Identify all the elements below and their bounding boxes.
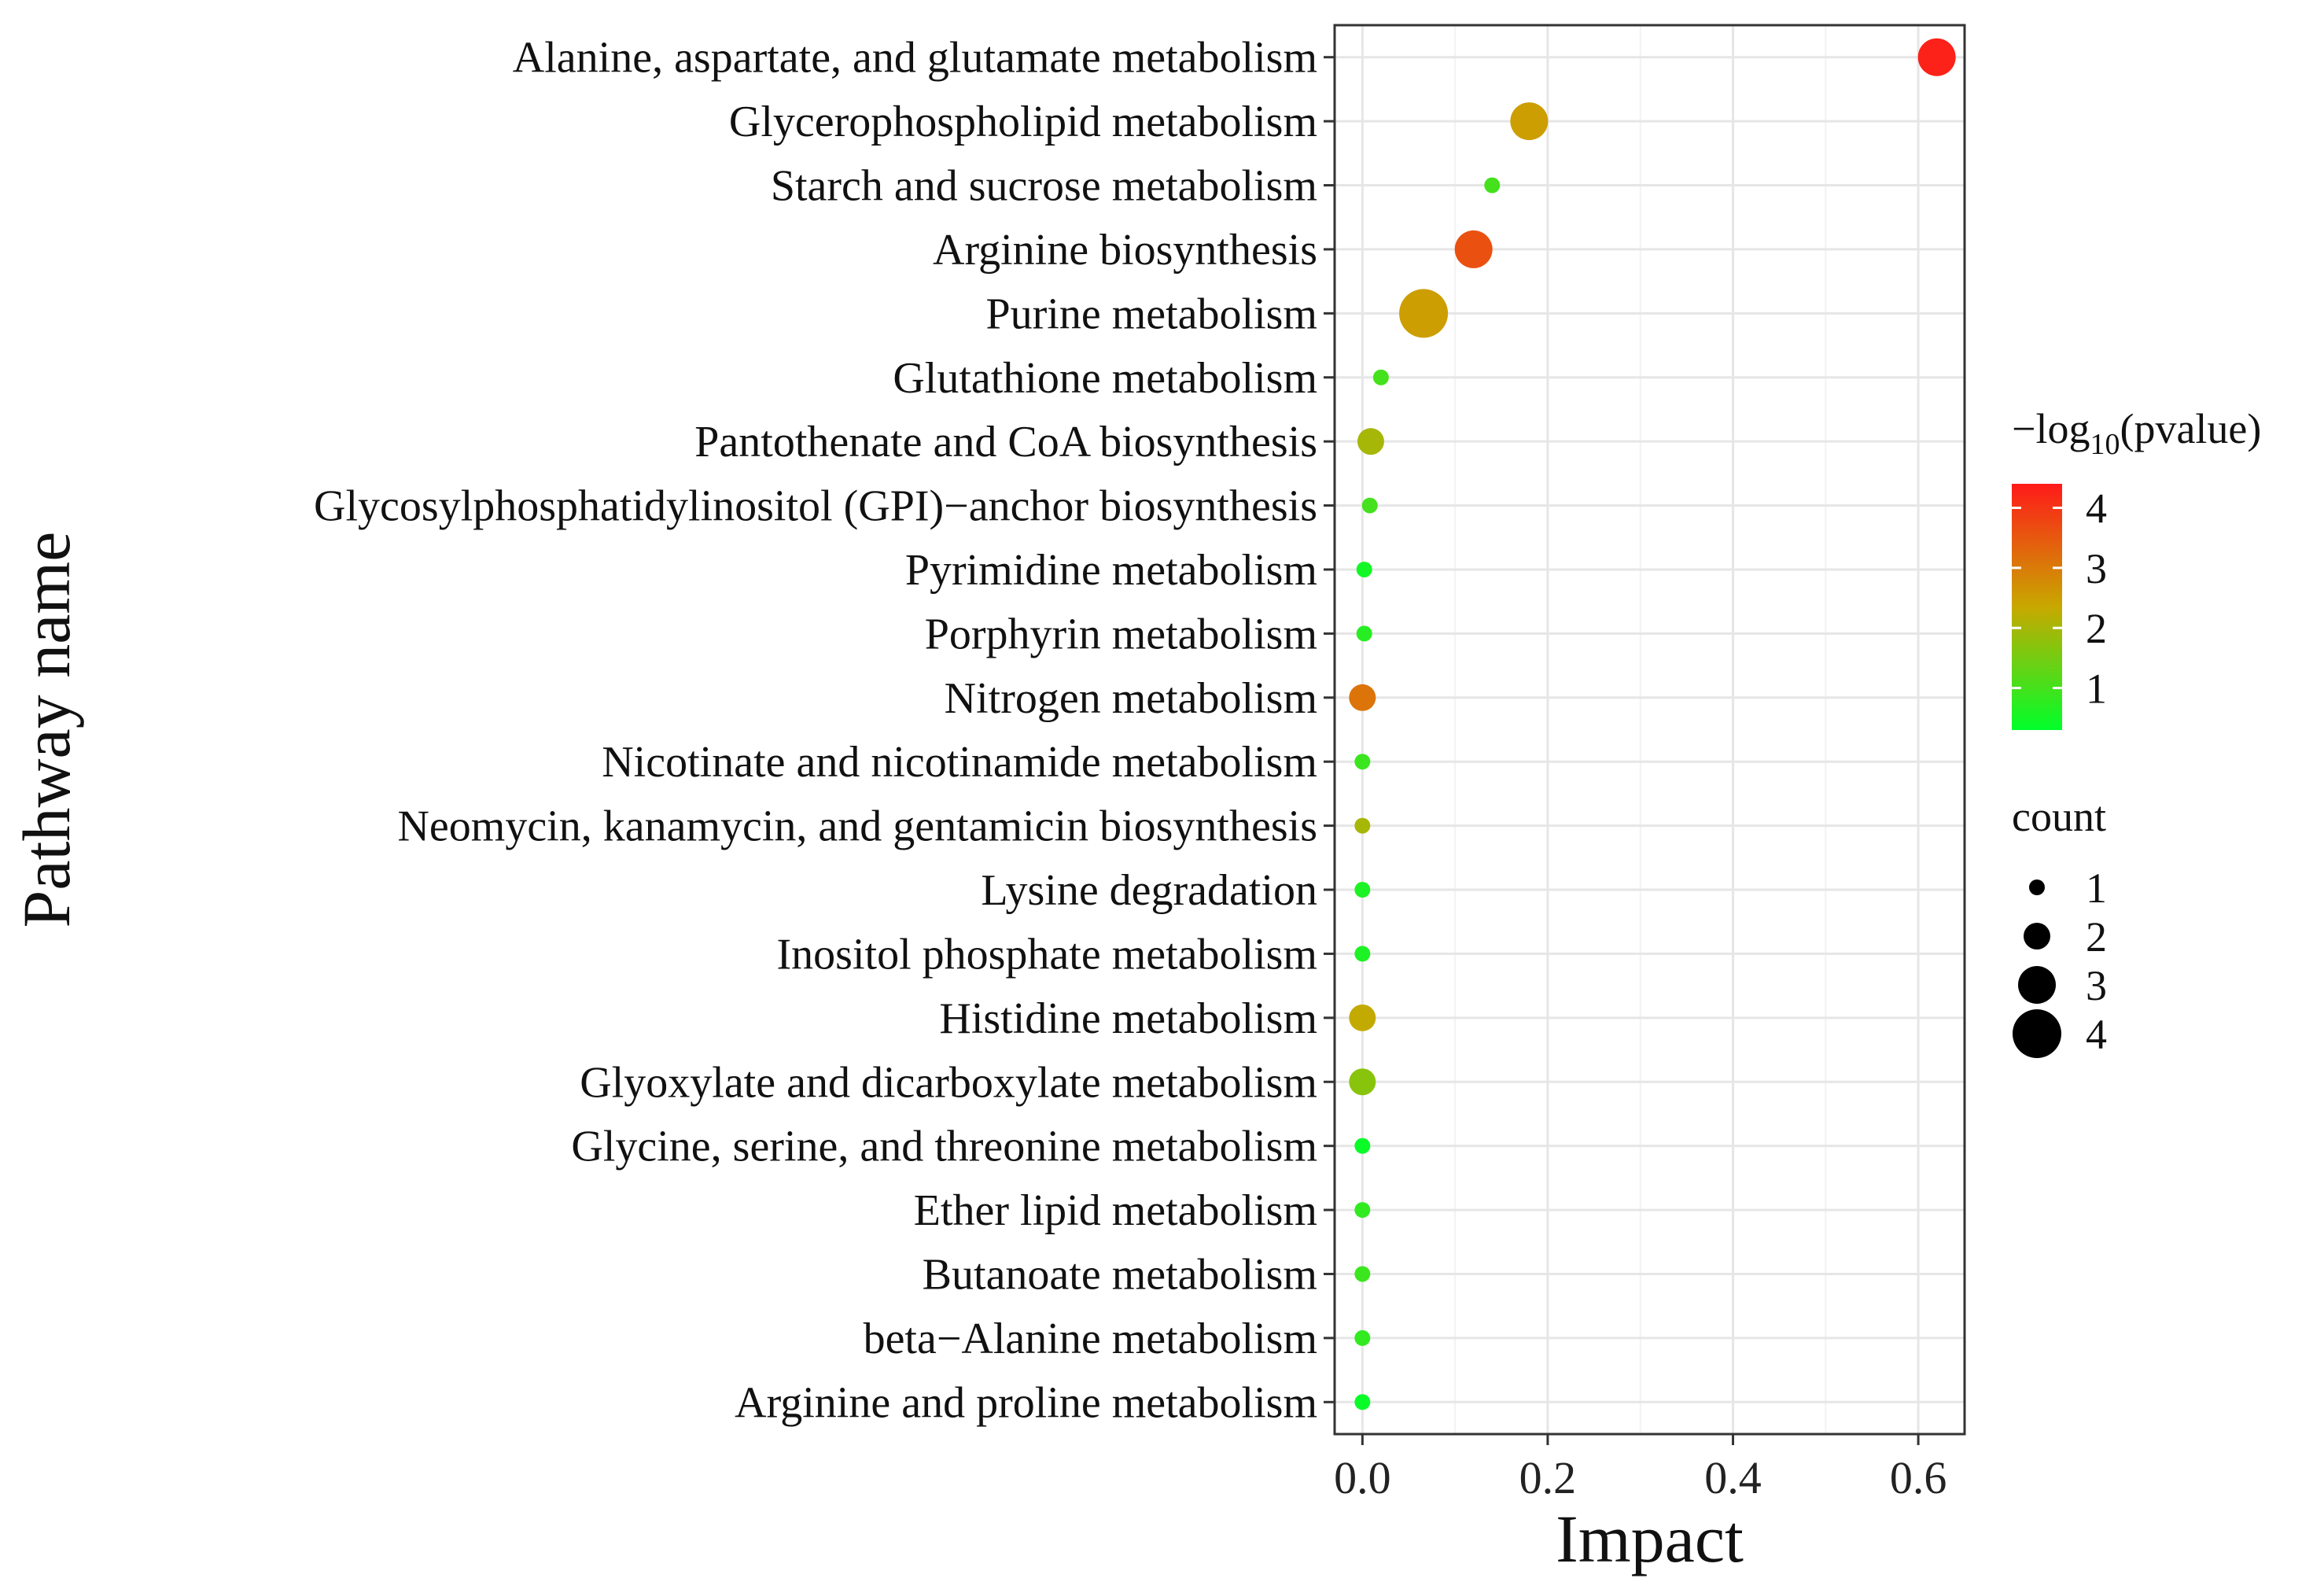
- size-legend-marker: [2029, 879, 2045, 895]
- size-legend-label: 2: [2086, 913, 2107, 961]
- data-point: [1354, 1329, 1371, 1346]
- color-legend-bar: [2012, 484, 2062, 730]
- color-legend-tick-label: 3: [2086, 545, 2107, 592]
- color-legend-ticks: 4 3 2 1: [2012, 485, 2107, 713]
- data-point: [1399, 289, 1449, 338]
- data-point: [1356, 625, 1372, 642]
- data-point: [1917, 38, 1956, 76]
- data-point: [1349, 1068, 1376, 1096]
- plot-panel-border: [1333, 24, 1966, 1436]
- grid: [1335, 25, 1965, 1434]
- y-tick-label: Porphyrin metabolism: [925, 610, 1317, 658]
- y-tick-label: Histidine metabolism: [939, 994, 1317, 1043]
- y-tick-label: Ether lipid metabolism: [914, 1186, 1317, 1235]
- y-tick-label: Pantothenate and CoA biosynthesis: [694, 418, 1317, 466]
- y-tick-label: Glutathione metabolism: [893, 354, 1317, 403]
- size-legend-label: 4: [2086, 1011, 2107, 1058]
- y-tick-label: Arginine biosynthesis: [933, 226, 1317, 275]
- size-legend-marker: [2013, 1009, 2061, 1058]
- y-tick-label: Glyoxylate and dicarboxylate metabolism: [580, 1058, 1317, 1107]
- color-legend-title-suffix: (pvalue): [2120, 405, 2261, 452]
- x-tick-label: 0.6: [1890, 1452, 1947, 1503]
- y-tick-label: Butanoate metabolism: [923, 1250, 1317, 1299]
- y-tick-label: Glycerophospholipid metabolism: [729, 98, 1317, 146]
- color-legend-title-prefix: −log: [2012, 405, 2090, 452]
- data-point: [1354, 882, 1371, 898]
- size-legend-marker: [2018, 966, 2056, 1004]
- data-point: [1361, 497, 1378, 514]
- data-point: [1354, 1266, 1371, 1282]
- y-tick-label: Nicotinate and nicotinamide metabolism: [602, 738, 1317, 787]
- size-legend-label: 3: [2086, 962, 2107, 1009]
- data-point: [1349, 1004, 1376, 1031]
- x-tick-label: 0.4: [1704, 1452, 1762, 1503]
- x-axis-title: Impact: [1556, 1501, 1744, 1576]
- y-tick-label: Lysine degradation: [981, 866, 1317, 915]
- x-tick-label: 0.2: [1519, 1452, 1577, 1503]
- data-point: [1510, 102, 1549, 141]
- data-point: [1454, 230, 1493, 268]
- x-tick-label: 0.0: [1334, 1452, 1391, 1503]
- x-axis: 0.0 0.2 0.4 0.6: [1334, 1434, 1946, 1503]
- data-point: [1354, 754, 1371, 770]
- data-point: [1484, 177, 1501, 194]
- color-legend-title: −log10(pvalue): [2012, 405, 2261, 461]
- y-tick-label: Glycine, serine, and threonine metabolis…: [571, 1123, 1317, 1171]
- y-tick-label: Nitrogen metabolism: [945, 674, 1317, 723]
- color-legend-tick-label: 2: [2086, 605, 2107, 652]
- y-tick-label: Inositol phosphate metabolism: [777, 930, 1317, 979]
- y-tick-label: Neomycin, kanamycin, and gentamicin bios…: [397, 802, 1317, 851]
- y-tick-label: Starch and sucrose metabolism: [771, 162, 1317, 211]
- data-point: [1356, 561, 1372, 577]
- y-tick-label: Glycosylphosphatidylinositol (GPI)−ancho…: [314, 482, 1317, 531]
- data-point: [1354, 1202, 1371, 1219]
- data-point: [1354, 1138, 1371, 1154]
- plot-panel-background: [1335, 25, 1965, 1434]
- color-legend-tick-label: 4: [2086, 485, 2107, 533]
- size-legend-title: count: [2012, 793, 2106, 840]
- data-point: [1354, 817, 1371, 834]
- y-tick-label: beta−Alanine metabolism: [864, 1315, 1317, 1363]
- color-legend: −log10(pvalue) 4 3 2 1: [2012, 405, 2261, 730]
- y-tick-label: Alanine, aspartate, and glutamate metabo…: [513, 34, 1317, 83]
- size-legend-label: 1: [2086, 865, 2107, 912]
- y-axis-title: Pathway name: [9, 532, 84, 928]
- data-point: [1354, 1394, 1371, 1410]
- color-legend-title-subscript: 10: [2090, 428, 2120, 461]
- data-point: [1354, 946, 1371, 962]
- y-tick-label: Pyrimidine metabolism: [905, 546, 1317, 595]
- data-point: [1357, 428, 1384, 455]
- y-tick-label: Arginine and proline metabolism: [735, 1378, 1317, 1427]
- y-tick-label: Purine metabolism: [985, 289, 1317, 338]
- color-legend-tick-label: 1: [2086, 666, 2107, 713]
- data-points: [1349, 38, 1956, 1410]
- size-legend-marker: [2024, 923, 2050, 950]
- data-point: [1349, 684, 1376, 711]
- y-axis: Alanine, aspartate, and glutamate metabo…: [314, 34, 1335, 1427]
- data-point: [1372, 369, 1389, 385]
